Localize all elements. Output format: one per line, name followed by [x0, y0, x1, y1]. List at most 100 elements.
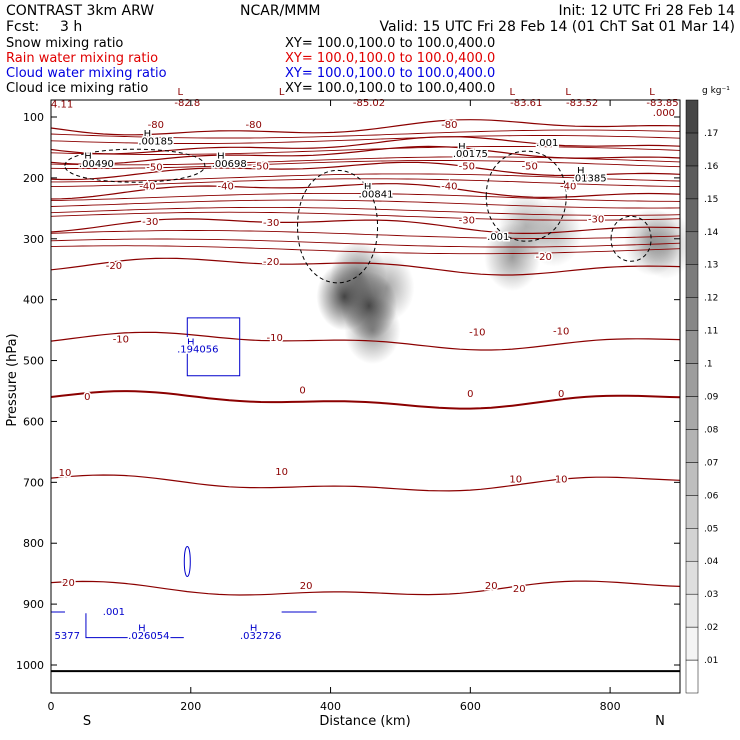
temperature-label: -80 [441, 120, 457, 131]
fcst-value: 3 h [60, 19, 82, 35]
legend-field-name: Rain water mixing ratio [6, 51, 158, 66]
plot-area: -80 -80 -80-50 -50 -50 -50-40 -40 -40 -40-30 -30-… [50, 86, 695, 694]
temperature-label: -30 [142, 217, 158, 228]
isotherm-line [50, 257, 681, 276]
y-tick-label: 400 [23, 294, 44, 307]
snow-high-marker: H [217, 152, 225, 163]
colorbar-label: .07 [704, 458, 718, 468]
colorbar-label: .08 [704, 425, 719, 435]
colorbar-label: .05 [704, 524, 718, 534]
temperature-label: 0 [84, 392, 90, 403]
y-tick-label: 300 [23, 233, 44, 246]
colorbar-cell [685, 495, 699, 529]
axes: 0 200 400 600 800100200300400500600700800900… [16, 100, 680, 713]
temperature-label: -80 [246, 120, 262, 131]
cloud-water-contours [51, 317, 317, 639]
snow-label: .00185 [138, 136, 173, 147]
isotherm-line [50, 474, 681, 492]
cloud-water-high-marker: H [138, 624, 146, 635]
temperature-label: 20 [62, 578, 75, 589]
temperature-label: -10 [553, 326, 569, 337]
colorbar-cell [685, 132, 699, 167]
legend-field-name: Cloud water mixing ratio [6, 66, 167, 81]
x-tick-label: 800 [600, 700, 621, 713]
colorbar-cell [685, 560, 699, 595]
low-marker: L [509, 87, 515, 98]
colorbar-cell [685, 297, 699, 331]
water-contour [183, 545, 191, 577]
temperature-label: 10 [275, 467, 288, 478]
isotherm-line [50, 580, 681, 596]
temperature-label: -40 [560, 181, 576, 192]
low-marker: L [649, 87, 655, 98]
legend-field-range: XY= 100.0,100.0 to 100.0,400.0 [285, 51, 495, 66]
colorbar-label: .17 [704, 129, 718, 139]
shade-cell [358, 253, 415, 322]
temperature-label: -30 [588, 214, 604, 225]
temperature-contours [50, 119, 681, 673]
shade-cell [638, 210, 695, 279]
snow-label: .00175 [453, 149, 488, 160]
ice-contour [610, 215, 652, 262]
low-value: .000 [653, 108, 675, 119]
south-label: S [83, 714, 91, 729]
temperature-label: 20 [485, 581, 498, 592]
temperature-label: -40 [139, 181, 155, 192]
colorbar-label: .12 [704, 294, 718, 304]
y-tick-label: 600 [23, 415, 44, 428]
colorbar-cell [685, 165, 699, 200]
x-tick-label: 0 [48, 700, 55, 713]
temperature-label: 0 [299, 385, 305, 396]
y-tick-label: 500 [23, 355, 44, 368]
colorbar-cell [685, 429, 699, 463]
water-contour [51, 611, 317, 639]
north-label: N [655, 714, 665, 729]
y-tick-label: 800 [23, 537, 44, 550]
temperature-label: -50 [146, 163, 162, 174]
cloud-water-label: .001 [103, 607, 125, 618]
legend-field-name: Snow mixing ratio [6, 36, 123, 51]
cloud-water-high-marker: H [187, 337, 195, 348]
y-tick-label: 200 [23, 172, 44, 185]
colorbar-label: .06 [704, 491, 719, 501]
isotherm-line [50, 156, 681, 166]
temperature-label: -20 [263, 257, 279, 268]
colorbar-label: .03 [704, 590, 718, 600]
temperature-label: -20 [106, 261, 122, 272]
colorbar-units: g kg⁻¹ [702, 86, 730, 96]
temperature-label: -40 [441, 181, 457, 192]
temperature-label: 0 [558, 389, 564, 400]
cloud-water-high-marker: H [250, 624, 258, 635]
low-marker: L [279, 87, 285, 98]
model-title: CONTRAST 3km ARW [6, 3, 154, 19]
isotherm-line [50, 238, 681, 248]
y-axis-title: Pressure (hPa) [5, 333, 20, 426]
colorbar-cell [685, 396, 699, 430]
y-tick-label: 700 [23, 476, 44, 489]
isotherm-line [50, 146, 681, 155]
colorbar-cell [685, 264, 699, 298]
colorbar-cell [685, 659, 699, 694]
plot-frame [50, 99, 681, 694]
colorbar-label: .16 [704, 162, 719, 172]
snow-label: .00490 [79, 159, 114, 170]
snow-label: .00841 [358, 189, 393, 200]
colorbar-label: .11 [704, 327, 718, 337]
cloud-water-label: .026054 [128, 631, 169, 642]
legend-field-name: Cloud ice mixing ratio [6, 81, 148, 96]
colorbar-cell [685, 231, 699, 265]
colorbar-label: .01 [704, 656, 718, 666]
snow-high-marker: H [577, 166, 585, 177]
low-value: 4.11 [51, 99, 73, 110]
isotherm-line [51, 173, 681, 183]
cloud-ice-contours [64, 148, 652, 284]
y-tick-label: 1000 [16, 659, 44, 672]
snow-label: .001 [487, 232, 509, 243]
colorbar-cell [685, 363, 699, 397]
temperature-label: -40 [218, 181, 234, 192]
x-tick-label: 200 [180, 700, 201, 713]
isotherm-line [50, 178, 681, 188]
temperature-label: -50 [252, 161, 268, 172]
cloud-water-label: 5377 [54, 631, 79, 642]
temperature-label: -50 [459, 161, 475, 172]
